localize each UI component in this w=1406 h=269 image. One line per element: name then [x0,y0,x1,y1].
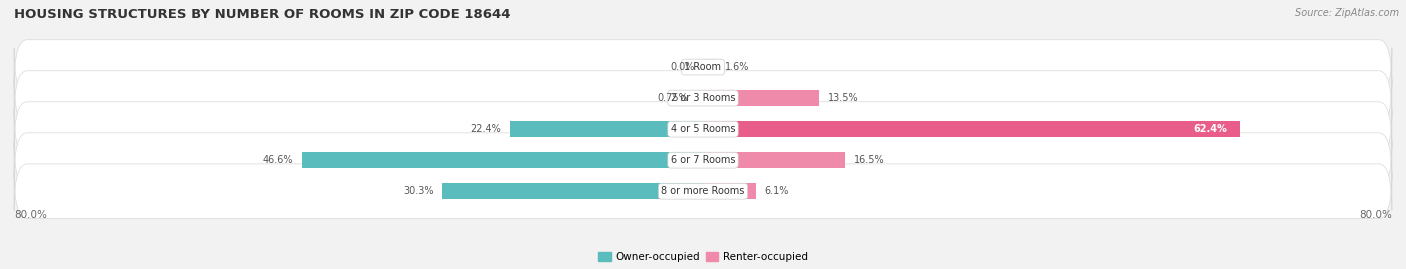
Text: 46.6%: 46.6% [263,155,292,165]
FancyBboxPatch shape [14,71,1392,125]
Bar [703,121,1240,137]
Bar [703,59,717,75]
Bar [703,152,845,168]
Text: 62.4%: 62.4% [1194,124,1227,134]
FancyBboxPatch shape [14,102,1392,157]
Text: 6.1%: 6.1% [763,186,789,196]
FancyBboxPatch shape [14,164,1392,218]
Bar [703,183,755,199]
Text: Source: ZipAtlas.com: Source: ZipAtlas.com [1295,8,1399,18]
Text: 4 or 5 Rooms: 4 or 5 Rooms [671,124,735,134]
Text: 2 or 3 Rooms: 2 or 3 Rooms [671,93,735,103]
Bar [441,183,703,199]
Text: 0.0%: 0.0% [671,62,695,72]
Text: 30.3%: 30.3% [404,186,433,196]
Text: 16.5%: 16.5% [853,155,884,165]
Bar [696,90,703,106]
Text: 8 or more Rooms: 8 or more Rooms [661,186,745,196]
Bar [510,121,703,137]
Text: HOUSING STRUCTURES BY NUMBER OF ROOMS IN ZIP CODE 18644: HOUSING STRUCTURES BY NUMBER OF ROOMS IN… [14,8,510,21]
Text: 1.6%: 1.6% [725,62,749,72]
FancyBboxPatch shape [14,40,1392,94]
Bar [703,90,820,106]
Text: 13.5%: 13.5% [828,93,859,103]
Text: 22.4%: 22.4% [471,124,502,134]
Text: 6 or 7 Rooms: 6 or 7 Rooms [671,155,735,165]
Text: 80.0%: 80.0% [14,210,46,220]
Bar [302,152,703,168]
Text: 80.0%: 80.0% [1360,210,1392,220]
Legend: Owner-occupied, Renter-occupied: Owner-occupied, Renter-occupied [595,247,811,266]
Text: 1 Room: 1 Room [685,62,721,72]
Text: 0.75%: 0.75% [657,93,688,103]
FancyBboxPatch shape [14,133,1392,187]
